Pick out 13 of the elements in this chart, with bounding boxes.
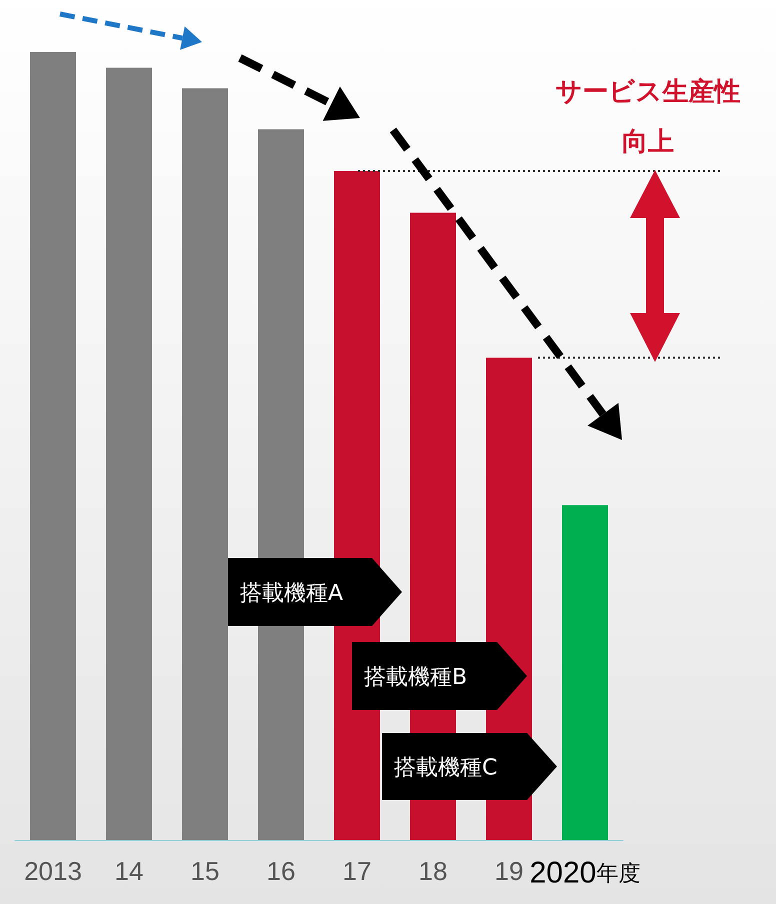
annotation: 搭載機種B: [364, 665, 468, 690]
x-tick-label: 17: [342, 856, 372, 886]
annotation: サービス生産性: [556, 77, 740, 107]
x-tick-label: 16: [266, 856, 296, 886]
x-tick-label: 2013: [24, 856, 82, 886]
x-tick-label: 15: [190, 856, 220, 886]
x-tick-label: 14: [114, 856, 144, 886]
x-tick-label: 2020年度: [530, 856, 640, 890]
x-tick-label: 19: [494, 856, 524, 886]
annotation: 搭載機種C: [394, 756, 498, 780]
annotation: 向上: [622, 127, 674, 157]
x-tick-label: 18: [418, 856, 448, 886]
annotation: 搭載機種A: [240, 581, 344, 606]
